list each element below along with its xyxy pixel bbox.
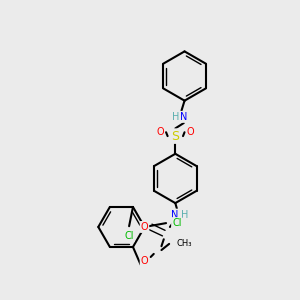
Text: S: S xyxy=(171,130,179,142)
Text: Cl: Cl xyxy=(172,218,182,228)
Text: Cl: Cl xyxy=(124,231,134,241)
Text: O: O xyxy=(141,222,148,232)
Text: H: H xyxy=(172,112,179,122)
Text: O: O xyxy=(156,127,164,137)
Text: O: O xyxy=(141,256,148,266)
Text: O: O xyxy=(187,127,194,137)
Text: N: N xyxy=(171,210,178,220)
Text: H: H xyxy=(181,210,188,220)
Text: N: N xyxy=(180,112,188,122)
Text: CH₃: CH₃ xyxy=(177,239,192,248)
